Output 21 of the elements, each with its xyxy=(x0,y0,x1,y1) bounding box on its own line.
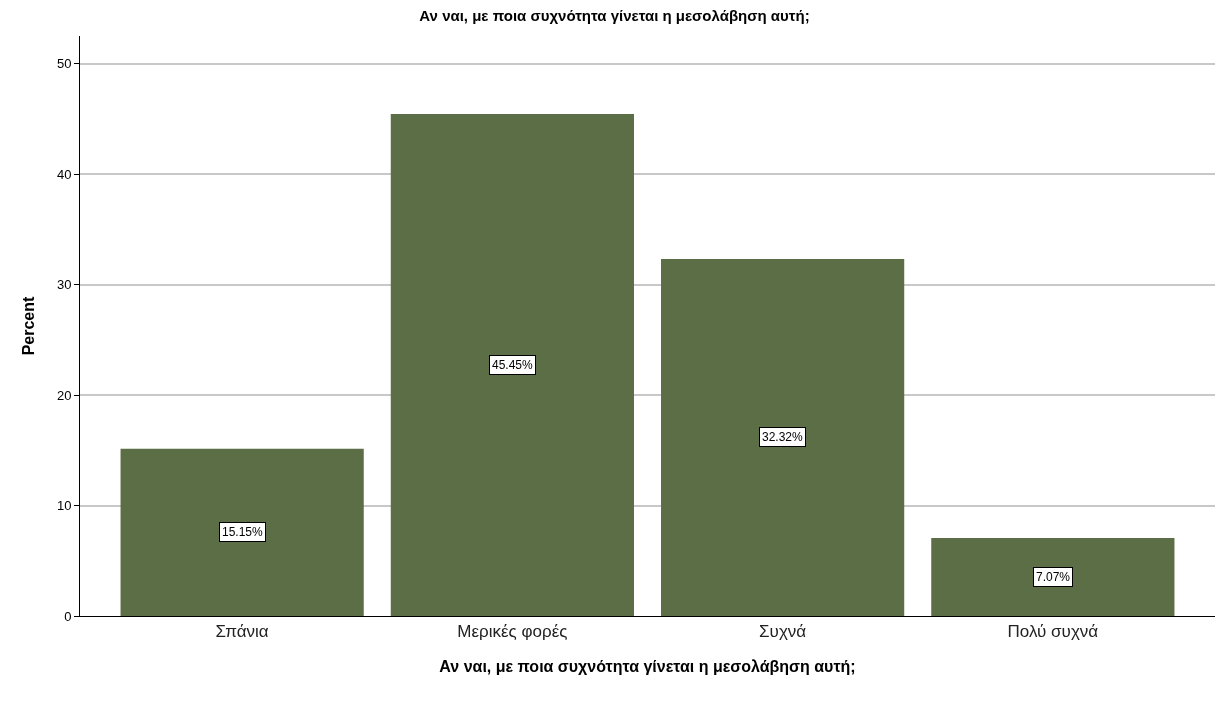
x-axis-title: Αν ναι, με ποια συχνότητα γίνεται η μεσολάβηση αυτή; xyxy=(439,658,856,676)
chart-title: Αν ναι, με ποια συχνότητα γίνεται η μεσολάβηση αυτή; xyxy=(419,7,810,25)
data-label: 45.45% xyxy=(492,358,534,372)
y-tick-label: 0 xyxy=(64,608,72,624)
x-tick-label: Μερικές φορές xyxy=(457,622,568,642)
x-tick-label: Συχνά xyxy=(759,622,807,642)
y-tick-label: 40 xyxy=(56,166,72,182)
x-tick-label: Σπάνια xyxy=(215,622,269,642)
y-axis-title: Percent xyxy=(19,295,37,356)
data-label: 7.07% xyxy=(1036,570,1071,584)
bar xyxy=(390,113,634,616)
data-label: 32.32% xyxy=(762,430,804,444)
y-tick-label: 50 xyxy=(56,56,72,72)
bar xyxy=(931,537,1175,616)
bar xyxy=(661,258,905,616)
y-tick-label: 30 xyxy=(56,277,72,293)
y-tick-label: 20 xyxy=(56,387,72,403)
y-tick-label: 10 xyxy=(56,498,72,514)
bar xyxy=(120,448,364,616)
x-tick-label: Πολύ συχνά xyxy=(1007,622,1099,642)
data-label: 15.15% xyxy=(222,525,264,539)
